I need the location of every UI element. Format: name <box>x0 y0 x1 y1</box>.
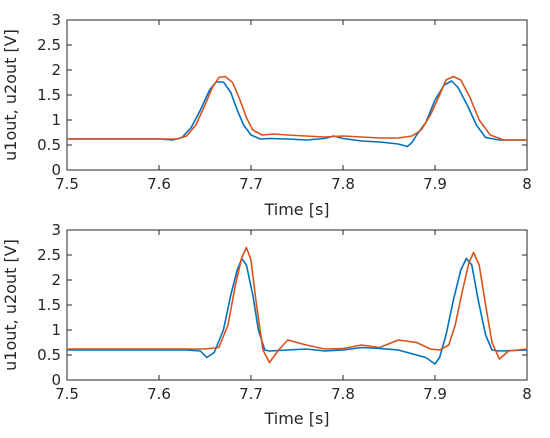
top-x-tick-label: 7.7 <box>239 175 263 193</box>
top-series-u2out-line <box>66 75 528 141</box>
top-x-tick-label: 7.6 <box>147 175 171 193</box>
bottom-y-tick-label: 1.5 <box>37 296 61 314</box>
top-y-tick-label: 1 <box>51 111 61 129</box>
bottom-x-tick-label: 7.6 <box>147 385 171 403</box>
bottom-x-tick-label: 7.7 <box>239 385 263 403</box>
top-y-tick-label: 0.5 <box>37 136 61 154</box>
bottom-y-tick-label: 1 <box>51 321 61 339</box>
top-y-tick-label: 2 <box>51 61 61 79</box>
bottom-plot-frame <box>66 229 528 381</box>
top-chart: 7.5 7.6 7.7 7.8 7.9 8 0 0.5 1 1.5 2 2.5 3 Time [s] u… <box>1 11 532 219</box>
bottom-y-tick-label: 2.5 <box>37 246 61 264</box>
bottom-ticks <box>66 229 528 381</box>
top-x-tick-label: 7.8 <box>331 175 355 193</box>
bottom-x-axis-label: Time [s] <box>263 409 329 428</box>
top-series-u1out-line <box>66 80 528 148</box>
top-y-tick-label: 2.5 <box>37 36 61 54</box>
top-series <box>66 75 528 148</box>
bottom-y-axis-label: u1out, u2out [V] <box>1 239 20 371</box>
top-y-tick-label: 3 <box>51 11 61 29</box>
top-y-tick-label: 1.5 <box>37 86 61 104</box>
top-y-tick-label: 0 <box>51 161 61 179</box>
bottom-x-tick-label: 7.5 <box>55 385 79 403</box>
bottom-y-tick-label: 0 <box>51 371 61 389</box>
bottom-series-u2out-line <box>66 246 528 364</box>
top-tick-labels: 7.5 7.6 7.7 7.8 7.9 8 0 0.5 1 1.5 2 2.5 3 <box>37 11 532 193</box>
bottom-x-tick-label: 8 <box>522 385 532 403</box>
top-plot-frame <box>66 19 528 171</box>
top-y-axis-label: u1out, u2out [V] <box>1 29 20 161</box>
bottom-y-tick-label: 2 <box>51 271 61 289</box>
bottom-y-tick-label: 0.5 <box>37 346 61 364</box>
top-x-tick-label: 7.5 <box>55 175 79 193</box>
top-x-tick-label: 8 <box>522 175 532 193</box>
bottom-tick-labels: 7.5 7.6 7.7 7.8 7.9 8 0 0.5 1 1.5 2 2.5 3 <box>37 221 532 403</box>
top-x-tick-label: 7.9 <box>423 175 447 193</box>
top-ticks <box>66 19 528 171</box>
bottom-series-u1out-line <box>66 257 528 365</box>
top-x-axis-label: Time [s] <box>263 200 329 219</box>
bottom-x-tick-label: 7.9 <box>423 385 447 403</box>
bottom-chart: 7.5 7.6 7.7 7.8 7.9 8 0 0.5 1 1.5 2 2.5 3 Time [s] u… <box>1 221 532 428</box>
bottom-y-tick-label: 3 <box>51 221 61 239</box>
bottom-x-tick-label: 7.8 <box>331 385 355 403</box>
bottom-series <box>66 246 528 365</box>
